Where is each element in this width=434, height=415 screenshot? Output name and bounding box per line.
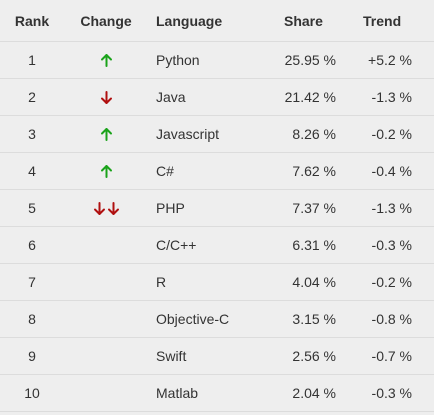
language-cell: Java [156, 89, 186, 105]
language-cell: C/C++ [156, 237, 197, 253]
rank-cell: 7 [28, 274, 36, 290]
table-row: 1 Python 25.95 % +5.2 % [0, 42, 434, 79]
share-cell: 21.42 % [284, 89, 336, 105]
rank-cell: 4 [28, 163, 36, 179]
rank-cell: 8 [28, 311, 36, 327]
share-cell: 2.04 % [292, 385, 336, 401]
change-cell [66, 190, 146, 226]
trend-cell: -0.2 % [371, 126, 412, 142]
table-row: 9 Swift 2.56 % -0.7 % [0, 338, 434, 375]
share-cell: 6.31 % [292, 237, 336, 253]
change-cell [66, 153, 146, 189]
table-row: 2 Java 21.42 % -1.3 % [0, 79, 434, 116]
change-cell [66, 338, 146, 374]
trend-cell: -1.3 % [371, 89, 412, 105]
language-cell: Objective-C [156, 311, 230, 327]
header-trend: Trend [363, 12, 402, 29]
arrow-down-icon [107, 201, 119, 215]
share-cell: 3.15 % [292, 311, 336, 327]
change-indicator [93, 201, 120, 216]
change-indicator [100, 164, 113, 179]
table-row: 5 PHP 7.37 % -1.3 % [0, 190, 434, 227]
table-row: 3 Javascript 8.26 % -0.2 % [0, 116, 434, 153]
change-cell [66, 42, 146, 78]
rank-cell: 1 [28, 52, 36, 68]
share-cell: 7.37 % [292, 200, 336, 216]
header-change: Change [80, 12, 132, 29]
language-cell: Javascript [156, 126, 220, 142]
arrow-up-icon [100, 164, 112, 178]
share-cell: 7.62 % [292, 163, 336, 179]
language-cell: Matlab [156, 385, 199, 401]
trend-cell: -0.7 % [371, 348, 412, 364]
rank-cell: 3 [28, 126, 36, 142]
change-cell [66, 227, 146, 263]
header-rank: Rank [14, 12, 50, 29]
share-cell: 4.04 % [292, 274, 336, 290]
trend-cell: -0.2 % [371, 274, 412, 290]
change-indicator [100, 53, 113, 68]
language-cell: Swift [156, 348, 187, 364]
language-cell: R [156, 274, 167, 290]
rank-cell: 6 [28, 237, 36, 253]
arrow-down-icon [100, 90, 112, 104]
language-cell: PHP [156, 200, 185, 216]
rank-cell: 2 [28, 89, 36, 105]
trend-cell: -0.3 % [371, 237, 412, 253]
table-row: 10 Matlab 2.04 % -0.3 % [0, 375, 434, 412]
trend-cell: +5.2 % [368, 52, 412, 68]
table-row: 4 C# 7.62 % -0.4 % [0, 153, 434, 190]
arrow-up-icon [100, 127, 112, 141]
table-row: 8 Objective-C 3.15 % -0.8 % [0, 301, 434, 338]
rank-cell: 10 [24, 385, 40, 401]
share-cell: 8.26 % [292, 126, 336, 142]
share-cell: 2.56 % [292, 348, 336, 364]
trend-cell: -1.3 % [371, 200, 412, 216]
header-share: Share [284, 12, 323, 29]
change-indicator [100, 127, 113, 142]
trend-cell: -0.4 % [371, 163, 412, 179]
table-row: 7 R 4.04 % -0.2 % [0, 264, 434, 301]
table-body: 1 Python 25.95 % +5.2 % 2 Java 21.42 % -1.3 % 3 J… [0, 42, 434, 412]
header-language: Language [156, 12, 223, 29]
share-cell: 25.95 % [284, 52, 336, 68]
rank-cell: 5 [28, 200, 36, 216]
arrow-down-icon [93, 201, 105, 215]
arrow-up-icon [100, 53, 112, 67]
rank-cell: 9 [28, 348, 36, 364]
change-cell [66, 116, 146, 152]
change-cell [66, 264, 146, 300]
trend-cell: -0.8 % [371, 311, 412, 327]
trend-cell: -0.3 % [371, 385, 412, 401]
change-cell [66, 301, 146, 337]
language-cell: C# [156, 163, 174, 179]
table-row: 6 C/C++ 6.31 % -0.3 % [0, 227, 434, 264]
change-cell [66, 375, 146, 411]
language-cell: Python [156, 52, 200, 68]
change-cell [66, 79, 146, 115]
change-indicator [100, 90, 113, 105]
table-header-row: Rank Change Language Share Trend [0, 0, 434, 42]
